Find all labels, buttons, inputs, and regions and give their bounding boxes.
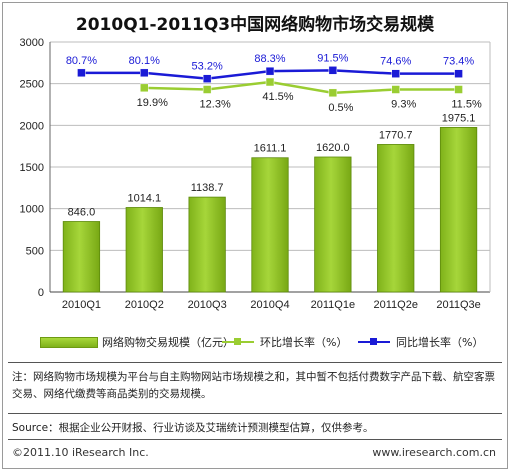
bar: [439, 127, 478, 293]
y-tick-label: 500: [26, 245, 44, 257]
legend-mom-swatch: [222, 338, 254, 345]
mom-label: 41.5%: [262, 91, 293, 103]
mom-label: 0.5%: [328, 102, 353, 114]
legend-yoy-swatch: [358, 338, 390, 345]
legend-bar-swatch: [40, 336, 98, 348]
y-tick-label: 1000: [20, 204, 44, 216]
y-tick-label: 1500: [20, 162, 44, 174]
yoy-label: 88.3%: [254, 53, 285, 65]
mom-point: [140, 83, 149, 93]
mom-point: [202, 85, 212, 94]
mom-point: [328, 88, 338, 98]
x-tick-label: 2010Q4: [250, 299, 289, 311]
x-tick-label: 2010Q3: [188, 299, 227, 311]
footnote: 注：网络购物市场规模为平台与自主购物网站市场规模之和，其中暂不包括付费数字产品下…: [12, 371, 495, 400]
yoy-point: [140, 68, 149, 78]
bar: [251, 157, 289, 293]
x-tick-label: 2011Q3e: [436, 299, 480, 311]
bar-value-label: 1611.1: [254, 143, 287, 155]
yoy-point: [328, 66, 338, 75]
y-tick-label: 0: [38, 287, 44, 299]
yoy-point: [454, 69, 463, 78]
mom-point: [265, 77, 275, 87]
yoy-label: 74.6%: [380, 56, 411, 68]
divider-bottom: [8, 439, 502, 440]
source-note: Source：根据企业公开财报、行业访谈及艾瑞统计预测模型估算，仅供参考。: [12, 422, 374, 434]
y-tick-label: 2500: [20, 79, 44, 91]
yoy-label: 91.5%: [317, 52, 348, 64]
bar-value-label: 846.0: [68, 207, 96, 219]
legend: 网络购物交易规模（亿元） 环比增长率（%） 同比增长率（%）: [0, 333, 510, 353]
yoy-label: 80.7%: [66, 55, 97, 67]
yoy-label: 80.1%: [129, 55, 160, 67]
yoy-point: [77, 68, 86, 78]
y-tick-label: 3000: [20, 37, 44, 49]
legend-label-yoy: 同比增长率（%）: [396, 336, 484, 349]
legend-item-mom: 环比增长率（%）: [222, 333, 347, 351]
mom-point: [391, 85, 400, 94]
mom-point: [454, 85, 463, 94]
bar-value-label: 1975.1: [442, 112, 476, 124]
yoy-point: [391, 69, 400, 78]
website-link[interactable]: www.iresearch.com.cn: [372, 446, 496, 459]
y-tick-label: 2000: [20, 120, 44, 132]
yoy-label: 53.2%: [192, 61, 223, 73]
mom-label: 9.3%: [391, 99, 416, 111]
bar: [125, 207, 163, 293]
bar: [377, 144, 415, 293]
yoy-label: 73.4%: [443, 56, 474, 68]
yoy-point: [265, 66, 275, 76]
x-tick-label: 2010Q2: [125, 299, 164, 311]
x-tick-label: 2010Q1: [62, 299, 101, 311]
legend-label-mom: 环比增长率（%）: [260, 336, 348, 349]
mom-label: 19.9%: [137, 97, 168, 109]
mom-line: [144, 80, 459, 95]
mom-label: 12.3%: [200, 99, 231, 111]
bar: [314, 156, 352, 293]
x-tick-label: 2011Q2e: [373, 299, 417, 311]
divider-middle: [8, 413, 502, 414]
copyright: ©2011.10 iResearch Inc.: [12, 446, 149, 459]
mom-label: 11.5%: [451, 99, 482, 111]
bar-value-label: 1014.1: [127, 192, 161, 204]
bar: [188, 196, 226, 293]
bar-value-label: 1138.7: [191, 182, 224, 194]
bar-value-label: 1770.7: [379, 129, 413, 141]
bar-value-label: 1620.0: [316, 142, 350, 154]
legend-item-bar: 网络购物交易规模（亿元）: [40, 333, 234, 351]
chart-svg: 0 500 1000 1500 2000 2500 3000 846.0 1014.1 1138.…: [20, 37, 491, 311]
x-tick-label: 2011Q1e: [311, 299, 355, 311]
legend-label-bar: 网络购物交易规模（亿元）: [102, 336, 234, 349]
divider-top: [8, 362, 502, 363]
bar: [62, 221, 101, 293]
chart-title: 2010Q1-2011Q3中国网络购物市场交易规模: [75, 15, 435, 35]
legend-item-yoy: 同比增长率（%）: [358, 333, 483, 351]
yoy-point: [202, 74, 212, 83]
